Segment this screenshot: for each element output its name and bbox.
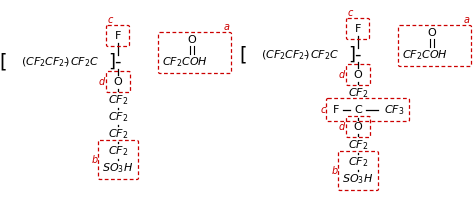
Text: $CF_2$: $CF_2$ — [348, 155, 368, 169]
Text: d: d — [99, 77, 105, 87]
Text: c: c — [108, 15, 113, 25]
Text: $CF_2$: $CF_2$ — [108, 93, 128, 107]
Text: [: [ — [239, 46, 247, 65]
Text: b: b — [332, 166, 338, 176]
Text: $CF_2$: $CF_2$ — [108, 144, 128, 158]
Text: O: O — [354, 122, 363, 132]
Text: $(CF_2CF_2)$: $(CF_2CF_2)$ — [261, 48, 310, 62]
Text: $CF_2$: $CF_2$ — [108, 127, 128, 141]
Text: d: d — [339, 70, 345, 80]
Text: -: - — [303, 50, 307, 60]
Text: ]-: ]- — [348, 46, 362, 64]
Text: b: b — [92, 155, 98, 165]
Text: $(CF_2CF_2)$: $(CF_2CF_2)$ — [21, 55, 70, 69]
Text: $CF_2C$: $CF_2C$ — [310, 48, 339, 62]
Text: O: O — [188, 35, 196, 45]
Text: $CF_2C$: $CF_2C$ — [70, 55, 99, 69]
Text: $SO_3H$: $SO_3H$ — [342, 172, 374, 186]
Text: $CF_2$: $CF_2$ — [348, 138, 368, 152]
Text: $CF_2$: $CF_2$ — [348, 86, 368, 100]
Text: F: F — [115, 31, 121, 41]
Text: ]-: ]- — [108, 53, 121, 71]
Text: a: a — [224, 22, 230, 32]
Text: F: F — [355, 24, 361, 34]
Text: -: - — [63, 57, 67, 67]
Text: $CF_2COH$: $CF_2COH$ — [402, 48, 448, 62]
Text: O: O — [428, 28, 437, 38]
Text: C: C — [354, 105, 362, 115]
Text: c: c — [348, 8, 354, 18]
Text: $SO_3H$: $SO_3H$ — [102, 161, 134, 175]
Text: O: O — [114, 77, 122, 87]
Text: $CF_3$: $CF_3$ — [384, 103, 404, 117]
Text: $CF_2COH$: $CF_2COH$ — [162, 55, 208, 69]
Text: [: [ — [0, 53, 7, 71]
Text: d: d — [339, 122, 345, 132]
Text: $CF_2$: $CF_2$ — [108, 110, 128, 124]
Text: F: F — [333, 105, 339, 115]
Text: a: a — [464, 15, 470, 25]
Text: O: O — [354, 70, 363, 80]
Text: c: c — [320, 105, 326, 115]
